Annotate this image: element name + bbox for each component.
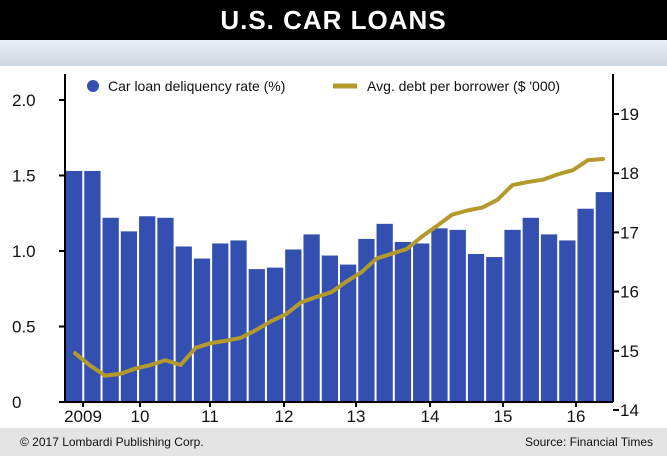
x-tick-label-2: 11 (201, 407, 219, 426)
legend-label-debt: Avg. debt per borrower ($ '000) (367, 78, 560, 94)
left-tick-label-1: 0.5 (12, 318, 36, 337)
bar-22 (467, 254, 485, 402)
left-tick-label-2: 1.0 (12, 242, 36, 261)
bar-8 (212, 243, 229, 402)
x-tick-label-3: 12 (275, 407, 294, 426)
right-tick-label-1: 15 (620, 342, 639, 361)
axes-layer (64, 74, 614, 403)
bar-19 (413, 243, 430, 402)
bar-20 (431, 228, 448, 402)
legend-label-delinquency: Car loan deliquency rate (%) (108, 78, 285, 94)
bar-10 (248, 269, 265, 402)
bar-14 (321, 255, 338, 402)
chart-plot: 0 0.5 1.0 1.5 2.0 14 15 16 17 18 19 2009 10 11 12 13 1… (12, 74, 639, 426)
right-tick-label-3: 17 (620, 223, 639, 242)
bar-1 (84, 170, 101, 402)
footer: © 2017 Lombardi Publishing Corp. Source:… (0, 428, 667, 456)
bar-9 (230, 240, 247, 402)
bar-29 (595, 192, 612, 402)
bar-24 (504, 229, 521, 402)
right-axis-ticks: 14 15 16 17 18 19 (613, 105, 639, 420)
decorative-stripe (0, 40, 667, 66)
x-axis-ticks: 2009 10 11 12 13 14 15 16 (64, 402, 585, 426)
source-text: Source: Financial Times (524, 435, 653, 449)
debt-series-line (73, 156, 605, 378)
x-tick-label-0: 2009 (64, 407, 102, 426)
bar-23 (486, 257, 503, 402)
bar-15 (340, 264, 357, 402)
bar-12 (285, 249, 302, 402)
bar-13 (303, 234, 320, 402)
bar-7 (193, 258, 211, 402)
bar-6 (175, 246, 192, 402)
x-tick-label-4: 13 (347, 407, 366, 426)
chart-title: U.S. CAR LOANS (220, 5, 447, 35)
bar-2 (102, 217, 119, 402)
right-tick-label-0: 14 (620, 401, 639, 420)
bar-17 (376, 223, 393, 402)
right-tick-label-4: 18 (620, 164, 639, 183)
right-tick-label-5: 19 (620, 105, 639, 124)
x-tick-label-7: 16 (567, 407, 586, 426)
left-axis-ticks: 0 0.5 1.0 1.5 2.0 (12, 91, 65, 412)
x-tick-label-1: 10 (131, 407, 150, 426)
bar-18 (394, 241, 412, 402)
x-tick-label-6: 15 (494, 407, 513, 426)
left-tick-label-3: 1.5 (12, 167, 36, 186)
bar-0 (66, 170, 83, 402)
bar-26 (540, 234, 558, 402)
left-tick-label-4: 2.0 (12, 91, 36, 110)
bar-3 (120, 231, 138, 402)
bar-27 (559, 240, 576, 402)
right-tick-label-2: 16 (620, 283, 639, 302)
bar-16 (358, 238, 375, 402)
x-tick-label-5: 14 (421, 407, 440, 426)
legend-marker-delinquency (87, 80, 99, 92)
left-tick-label-0: 0 (12, 393, 21, 412)
copyright-text: © 2017 Lombardi Publishing Corp. (20, 435, 204, 449)
bar-5 (157, 217, 174, 402)
bar-4 (139, 216, 156, 402)
line-layer (73, 156, 605, 378)
bar-28 (577, 208, 594, 402)
legend: Car loan deliquency rate (%) Avg. debt pe… (87, 78, 560, 94)
bar-21 (449, 229, 466, 402)
bar-11 (266, 267, 284, 402)
title-bar: U.S. CAR LOANS (0, 0, 667, 40)
bar-25 (522, 217, 539, 402)
